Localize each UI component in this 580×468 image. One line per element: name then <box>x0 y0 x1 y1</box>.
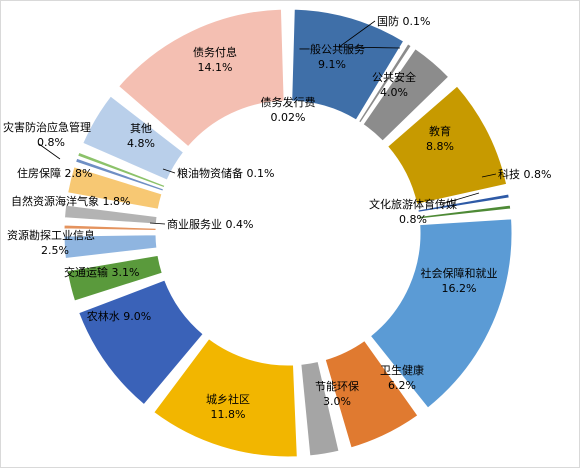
slice-12-label: 资源勘探工业信息 2.5% <box>7 228 95 257</box>
slice-18-name: 其他 <box>130 122 152 135</box>
labels-group: 一般公共服务 9.1%国防 0.1%公共安全 4.0%教育 8.8%科技 0.8%文化… <box>3 14 551 421</box>
slice-0 <box>291 8 405 121</box>
slice-12-value: 2.5% <box>41 244 69 257</box>
slice-2 <box>362 48 450 142</box>
slice-4-value: 0.8% <box>520 168 551 181</box>
slice-11-value: 3.1% <box>108 266 139 279</box>
slice-20-label: 债务发行费 0.02% <box>261 95 316 124</box>
slice-7-value: 6.2% <box>388 379 416 392</box>
slice-1 <box>357 43 412 124</box>
slice-5-name: 文化旅游体育传媒 <box>369 197 457 211</box>
slice-9-name: 城乡社区 <box>206 392 250 406</box>
slice-9-value: 11.8% <box>211 408 246 421</box>
slice-12 <box>63 234 158 260</box>
slice-13 <box>63 224 157 232</box>
slice-3 <box>386 85 508 205</box>
slice-2-name: 公共安全 <box>372 70 416 84</box>
slice-16-name: 粮油物资储备 <box>177 166 243 180</box>
slice-8-label: 节能环保 3.0% <box>315 379 359 408</box>
slice-17-label: 灾害防治应急管理 0.8% <box>3 120 91 149</box>
slice-1-leader-line <box>337 20 401 49</box>
slice-0-label: 一般公共服务 9.1% <box>299 43 365 71</box>
slice-13-value: 0.4% <box>222 218 253 231</box>
slice-7-name: 卫生健康 <box>380 363 424 377</box>
slice-19-label: 债务付息 14.1% <box>193 45 237 74</box>
slice-1-label: 国防 0.1% <box>377 14 430 28</box>
slice-8 <box>300 360 340 457</box>
slice-15-name: 住房保障 <box>17 166 61 180</box>
slice-0-name: 一般公共服务 <box>299 43 365 56</box>
slice-9-label: 城乡社区 11.8% <box>206 392 250 421</box>
slice-2-label: 公共安全 4.0% <box>372 70 416 99</box>
slice-10-label: 农林水 9.0% <box>87 309 151 323</box>
slice-13-label: 商业服务业 0.4% <box>167 217 253 231</box>
slice-4-label: 科技 0.8% <box>498 167 551 181</box>
slice-18 <box>82 95 185 181</box>
slice-4-leader-line <box>481 173 497 178</box>
slice-1-name: 国防 <box>377 14 399 28</box>
slice-16-leader-line <box>162 168 176 174</box>
slice-16-label: 粮油物资储备 0.1% <box>177 166 274 180</box>
slice-11 <box>66 254 163 302</box>
slice-5-value: 0.8% <box>399 213 427 226</box>
slice-17 <box>77 151 166 189</box>
slice-8-value: 3.0% <box>323 395 351 408</box>
slice-9 <box>153 338 298 458</box>
slice-15-label: 住房保障 2.8% <box>17 166 92 180</box>
slice-11-name: 交通运输 <box>64 265 108 279</box>
slice-5-leader-line <box>441 192 480 205</box>
slice-15-value: 2.8% <box>61 167 92 180</box>
slice-19-name: 债务付息 <box>193 45 237 59</box>
slice-10-name: 农林水 <box>87 309 120 323</box>
slice-16 <box>74 157 165 192</box>
slice-15 <box>67 166 163 210</box>
slice-3-label: 教育 8.8% <box>426 124 454 153</box>
slice-19-value: 14.1% <box>198 61 233 74</box>
slice-6-name: 社会保障和就业 <box>421 266 498 280</box>
slice-13-name: 商业服务业 <box>167 217 222 231</box>
slice-6-label: 社会保障和就业 16.2% <box>421 266 498 295</box>
slice-8-name: 节能环保 <box>315 379 359 393</box>
slices-group <box>63 8 513 458</box>
slice-10 <box>78 279 204 406</box>
slice-10-value: 9.0% <box>120 310 151 323</box>
slice-12-name: 资源勘探工业信息 <box>7 228 95 242</box>
slice-7 <box>324 339 419 449</box>
slice-4 <box>417 193 510 213</box>
slice-6 <box>369 218 513 409</box>
slice-17-value: 0.8% <box>37 136 65 149</box>
leader-lines-group <box>38 20 497 225</box>
slice-6-value: 16.2% <box>442 282 477 295</box>
slice-0-value: 9.1% <box>318 58 346 71</box>
slice-19 <box>117 8 285 148</box>
slice-3-value: 8.8% <box>426 140 454 153</box>
slice-14-label: 自然资源海洋气象 1.8% <box>11 194 130 208</box>
slice-20-name: 债务发行费 <box>261 95 316 109</box>
slice-3-name: 教育 <box>429 124 451 138</box>
slice-20-value: 0.02% <box>271 111 306 124</box>
slice-17-name: 灾害防治应急管理 <box>3 120 91 134</box>
slice-2-value: 4.0% <box>380 86 408 99</box>
slice-14-name: 自然资源海洋气象 <box>11 194 99 208</box>
slice-5-label: 文化旅游体育传媒 0.8% <box>369 197 457 226</box>
slice-16-value: 0.1% <box>243 167 274 180</box>
slice-5 <box>418 204 512 220</box>
slice-7-label: 卫生健康 6.2% <box>380 363 424 392</box>
slice-17-leader-line <box>38 143 61 160</box>
slice-14-value: 1.8% <box>99 195 130 208</box>
slice-4-name: 科技 <box>498 167 520 181</box>
slice-1-value: 0.1% <box>399 15 430 28</box>
slice-18-value: 4.8% <box>127 137 155 150</box>
slice-13-leader-line <box>149 222 166 225</box>
slice-11-label: 交通运输 3.1% <box>64 265 139 279</box>
slice-18-label: 其他 4.8% <box>127 122 155 150</box>
